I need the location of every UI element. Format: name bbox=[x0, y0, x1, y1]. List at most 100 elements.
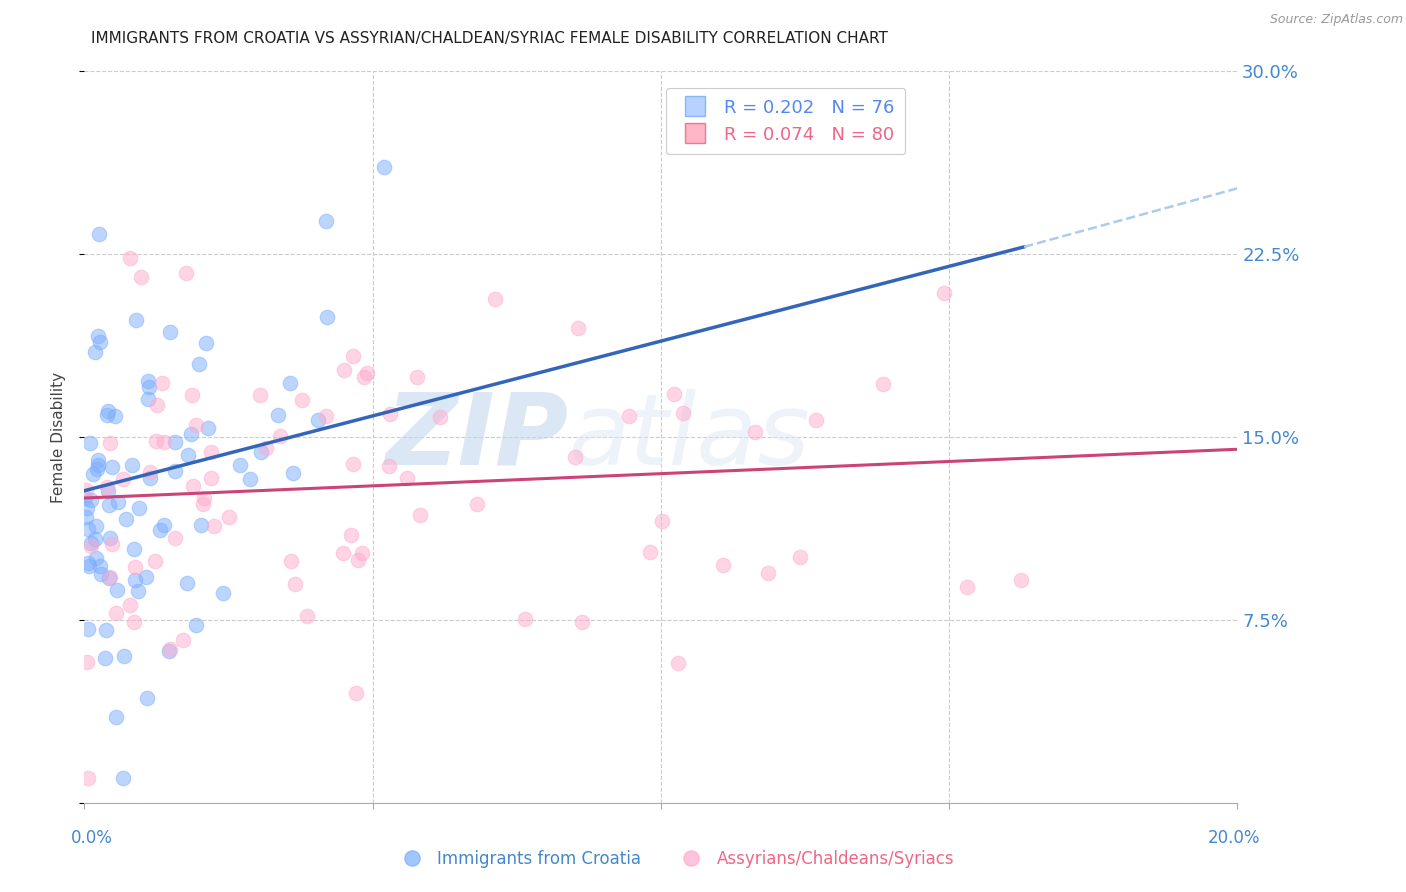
Point bbox=[291, 393, 314, 408]
Point bbox=[98, 531, 121, 545]
Point bbox=[186, 618, 208, 632]
Point bbox=[159, 641, 181, 656]
Point bbox=[163, 464, 186, 478]
Point bbox=[98, 570, 121, 584]
Point bbox=[107, 494, 129, 508]
Point bbox=[176, 576, 198, 591]
Text: atlas: atlas bbox=[568, 389, 810, 485]
Point bbox=[115, 512, 138, 526]
Point bbox=[143, 553, 166, 567]
Point bbox=[80, 536, 103, 550]
Point bbox=[75, 483, 97, 498]
Point bbox=[135, 570, 157, 584]
Point bbox=[409, 508, 432, 522]
Point bbox=[664, 88, 686, 103]
Point bbox=[249, 445, 271, 459]
Point bbox=[77, 622, 100, 636]
Point bbox=[139, 470, 162, 484]
Point bbox=[193, 496, 215, 510]
Point bbox=[76, 556, 98, 570]
Point bbox=[87, 328, 110, 343]
Point bbox=[744, 425, 766, 439]
Text: ZIP: ZIP bbox=[385, 389, 568, 485]
Point bbox=[872, 376, 894, 391]
Text: 0.0%: 0.0% bbox=[70, 829, 112, 847]
Point bbox=[297, 609, 319, 624]
Point bbox=[212, 586, 235, 600]
Point bbox=[340, 528, 363, 542]
Point bbox=[84, 518, 107, 533]
Point bbox=[202, 518, 225, 533]
Point bbox=[315, 310, 337, 325]
Point bbox=[181, 479, 204, 493]
Point bbox=[87, 453, 110, 467]
Point bbox=[98, 436, 121, 450]
Point bbox=[124, 560, 146, 574]
Point bbox=[121, 458, 143, 472]
Point bbox=[82, 467, 104, 481]
Text: IMMIGRANTS FROM CROATIA VS ASSYRIAN/CHALDEAN/SYRIAC FEMALE DISABILITY CORRELATIO: IMMIGRANTS FROM CROATIA VS ASSYRIAN/CHAL… bbox=[91, 31, 889, 46]
Point bbox=[128, 501, 150, 516]
Point bbox=[804, 413, 827, 427]
Point bbox=[180, 387, 202, 401]
Text: 20.0%: 20.0% bbox=[1208, 829, 1261, 847]
Text: Source: ZipAtlas.com: Source: ZipAtlas.com bbox=[1270, 13, 1403, 27]
Point bbox=[187, 357, 209, 371]
Point bbox=[77, 558, 100, 573]
Point bbox=[76, 522, 98, 536]
Point bbox=[378, 459, 401, 474]
Point bbox=[484, 292, 506, 306]
Point bbox=[96, 408, 118, 422]
Point bbox=[651, 514, 673, 528]
Legend: Immigrants from Croatia, Assyrians/Chaldeans/Syriacs: Immigrants from Croatia, Assyrians/Chald… bbox=[389, 844, 960, 875]
Point bbox=[465, 498, 488, 512]
Point bbox=[146, 398, 169, 412]
Point bbox=[617, 409, 640, 424]
Point bbox=[157, 643, 180, 657]
Point bbox=[98, 498, 121, 512]
Point bbox=[112, 772, 135, 786]
Point bbox=[159, 325, 181, 339]
Point bbox=[356, 367, 378, 381]
Point bbox=[571, 615, 593, 630]
Point bbox=[127, 583, 149, 598]
Point bbox=[280, 554, 302, 568]
Point bbox=[125, 313, 148, 327]
Point bbox=[122, 615, 145, 630]
Point bbox=[87, 458, 110, 472]
Point bbox=[307, 413, 329, 427]
Point bbox=[76, 655, 98, 669]
Point bbox=[138, 380, 160, 394]
Point bbox=[195, 335, 218, 350]
Point bbox=[75, 509, 97, 524]
Point bbox=[90, 567, 112, 582]
Point bbox=[713, 558, 735, 572]
Point bbox=[283, 577, 305, 591]
Point bbox=[176, 448, 198, 462]
Point bbox=[139, 465, 162, 479]
Point bbox=[97, 484, 120, 499]
Point bbox=[955, 580, 977, 594]
Point bbox=[94, 650, 117, 665]
Point bbox=[197, 421, 219, 435]
Point bbox=[80, 539, 103, 553]
Point bbox=[342, 457, 364, 471]
Point bbox=[405, 370, 427, 384]
Point bbox=[73, 491, 96, 506]
Point bbox=[124, 573, 146, 587]
Point bbox=[789, 549, 811, 564]
Point bbox=[190, 517, 212, 532]
Point bbox=[97, 404, 120, 418]
Point bbox=[249, 388, 271, 402]
Point bbox=[145, 434, 167, 449]
Point bbox=[79, 436, 101, 450]
Point bbox=[153, 518, 176, 533]
Point bbox=[353, 370, 375, 384]
Point bbox=[315, 213, 337, 227]
Point bbox=[269, 429, 291, 443]
Point bbox=[515, 612, 537, 626]
Point bbox=[254, 441, 277, 455]
Point bbox=[184, 418, 207, 433]
Point bbox=[105, 583, 128, 598]
Point bbox=[120, 251, 142, 265]
